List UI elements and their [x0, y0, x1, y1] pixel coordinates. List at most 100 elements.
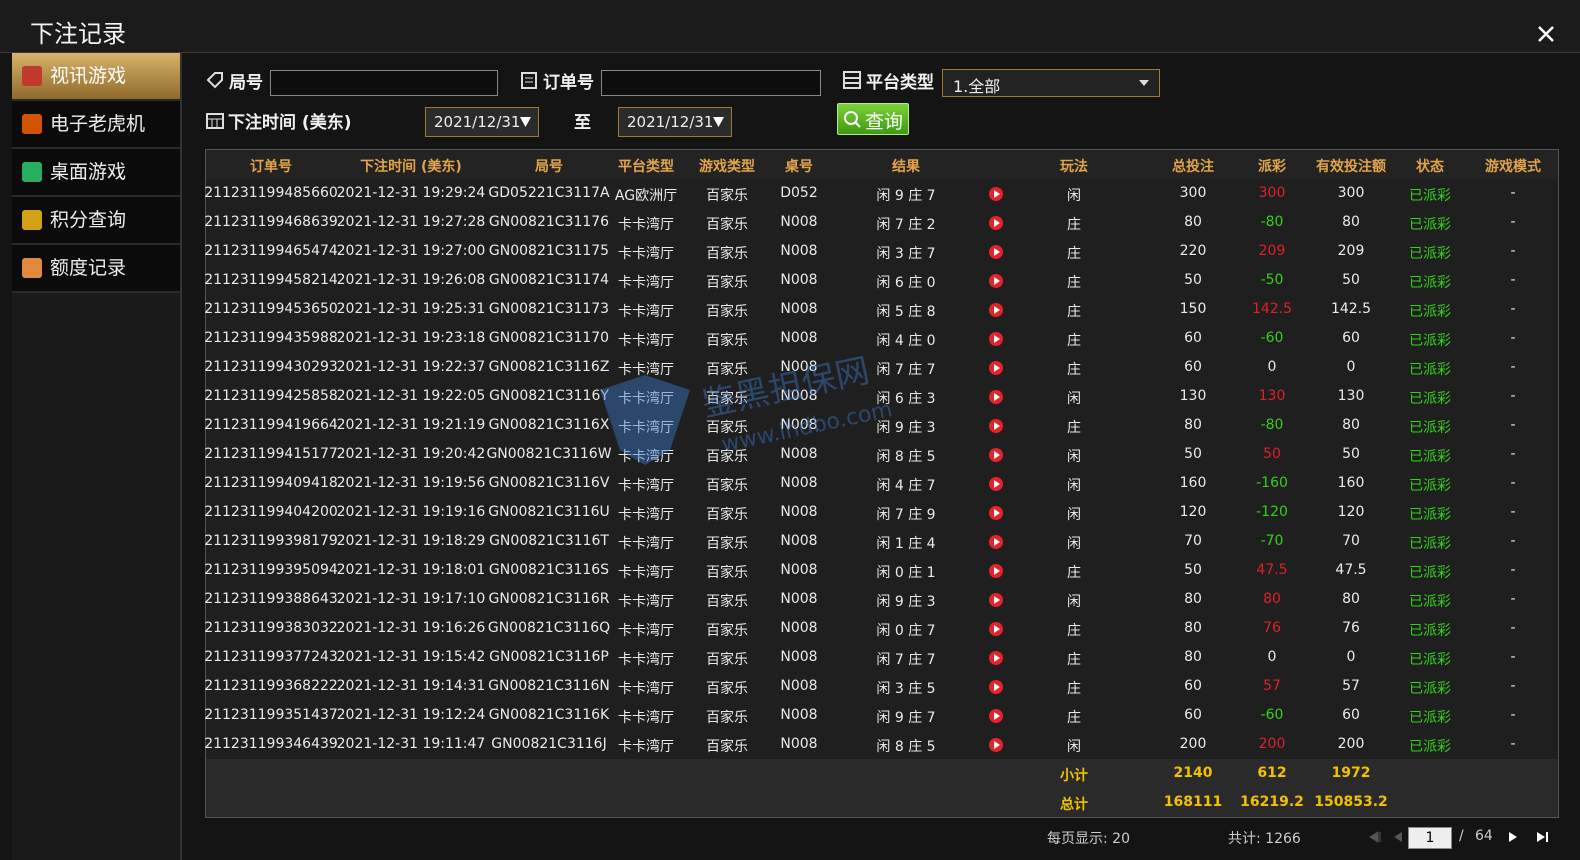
table-cell: 130	[1258, 388, 1286, 404]
table-cell: 闲 5 庄 8	[876, 304, 936, 320]
column-header: 桌号	[785, 159, 813, 175]
play-icon[interactable]	[989, 622, 1003, 636]
table-cell: 已派彩	[1409, 681, 1451, 697]
play-icon[interactable]	[989, 274, 1003, 288]
table-cell: 211231199419664	[204, 417, 338, 433]
play-icon[interactable]	[989, 477, 1003, 491]
total-valid-bet: 150853.2	[1314, 794, 1388, 810]
play-icon[interactable]	[989, 332, 1003, 346]
table-cell: -	[1510, 214, 1516, 230]
table-cell: 闲 4 庄 7	[876, 478, 936, 494]
table-cell: 庄	[1067, 246, 1081, 262]
close-button[interactable]	[1537, 25, 1555, 43]
play-icon[interactable]	[989, 709, 1003, 723]
table-cell: 已派彩	[1409, 507, 1451, 523]
table-cell: 211231199404200	[204, 504, 338, 520]
play-icon[interactable]	[989, 361, 1003, 375]
table-cell: GN00821C3116Z	[488, 359, 610, 375]
table-cell: -	[1510, 330, 1516, 346]
round-input[interactable]	[270, 70, 498, 96]
table-cell: 已派彩	[1409, 391, 1451, 407]
prev-buttons[interactable]	[1368, 830, 1408, 844]
table-cell: 已派彩	[1409, 217, 1451, 233]
table-cell: GN00821C3116U	[488, 504, 610, 520]
table-row	[206, 266, 1558, 296]
play-icon[interactable]	[989, 216, 1003, 230]
sidebar-item[interactable]: 电子老虎机	[12, 101, 180, 149]
table-cell: 2021-12-31 19:21:19	[336, 417, 486, 433]
table-cell: 80	[1184, 649, 1202, 665]
time-label: 下注时间 (美东)	[228, 113, 352, 133]
table-cell: -	[1510, 446, 1516, 462]
table-cell: -	[1510, 678, 1516, 694]
table-cell: GN00821C31173	[488, 301, 610, 317]
date-from[interactable]: 2021/12/31	[425, 107, 539, 137]
play-triangle	[994, 625, 1000, 633]
table-cell: 70	[1342, 533, 1360, 549]
table-cell: N008	[780, 475, 818, 491]
table-cell: 120	[1337, 504, 1365, 520]
play-triangle	[994, 219, 1000, 227]
column-header: 平台类型	[618, 159, 674, 175]
table-cell: AG欧洲厅	[614, 188, 678, 204]
table-cell: -160	[1256, 475, 1288, 491]
play-icon[interactable]	[989, 680, 1003, 694]
table-cell: N008	[780, 649, 818, 665]
table-cell: 百家乐	[706, 681, 748, 697]
sidebar-item[interactable]: 视讯游戏	[12, 53, 180, 101]
play-icon[interactable]	[989, 390, 1003, 404]
play-triangle	[994, 567, 1000, 575]
play-icon[interactable]	[989, 564, 1003, 578]
play-triangle	[994, 306, 1000, 314]
table-cell: 已派彩	[1409, 565, 1451, 581]
play-icon[interactable]	[989, 738, 1003, 752]
table-cell: 200	[1337, 736, 1365, 752]
table-cell: 闲 9 庄 3	[876, 420, 936, 436]
sidebar-item[interactable]: 桌面游戏	[12, 149, 180, 197]
table-cell: 2021-12-31 19:17:10	[336, 591, 486, 607]
next-buttons[interactable]	[1506, 830, 1550, 844]
table-cell: 2021-12-31 19:14:31	[336, 678, 486, 694]
play-icon[interactable]	[989, 245, 1003, 259]
page-input[interactable]: 1	[1408, 827, 1452, 849]
table-cell: 211231199368222	[204, 678, 338, 694]
table-cell: 百家乐	[706, 710, 748, 726]
table-cell: 庄	[1067, 275, 1081, 291]
platform-select[interactable]: 1.全部	[942, 69, 1160, 97]
sidebar-item[interactable]: 积分查询	[12, 197, 180, 245]
play-icon[interactable]	[989, 303, 1003, 317]
play-icon[interactable]	[989, 593, 1003, 607]
play-triangle	[994, 451, 1000, 459]
play-icon[interactable]	[989, 448, 1003, 462]
table-cell: 百家乐	[706, 217, 748, 233]
table-cell: GN00821C31175	[488, 243, 610, 259]
table-cell: 卡卡湾厅	[618, 362, 674, 378]
table-cell: 211231199346439	[204, 736, 338, 752]
table-cell: 卡卡湾厅	[618, 391, 674, 407]
play-triangle	[994, 422, 1000, 430]
date-to[interactable]: 2021/12/31	[618, 107, 732, 137]
play-icon[interactable]	[989, 651, 1003, 665]
table-cell: 2021-12-31 19:16:26	[336, 620, 486, 636]
play-icon[interactable]	[989, 187, 1003, 201]
table-cell: 闲 8 庄 5	[876, 739, 936, 755]
play-icon[interactable]	[989, 419, 1003, 433]
table-cell: 50	[1263, 446, 1281, 462]
platform-label: 平台类型	[866, 73, 934, 93]
sidebar-item[interactable]: 额度记录	[12, 245, 180, 293]
table-cell: 百家乐	[706, 304, 748, 320]
table-cell: GN00821C3116V	[488, 475, 610, 491]
play-icon[interactable]	[989, 535, 1003, 549]
column-header: 有效投注额	[1316, 159, 1386, 175]
table-cell: N008	[780, 533, 818, 549]
play-icon[interactable]	[989, 506, 1003, 520]
table-cell: 160	[1337, 475, 1365, 491]
query-button[interactable]: 查询	[837, 103, 909, 135]
table-cell: 2021-12-31 19:18:29	[336, 533, 486, 549]
table-cell: 卡卡湾厅	[618, 739, 674, 755]
table-cell: -	[1510, 504, 1516, 520]
table-cell: 闲	[1067, 739, 1081, 755]
table-cell: 庄	[1067, 623, 1081, 639]
order-input[interactable]	[601, 70, 821, 96]
